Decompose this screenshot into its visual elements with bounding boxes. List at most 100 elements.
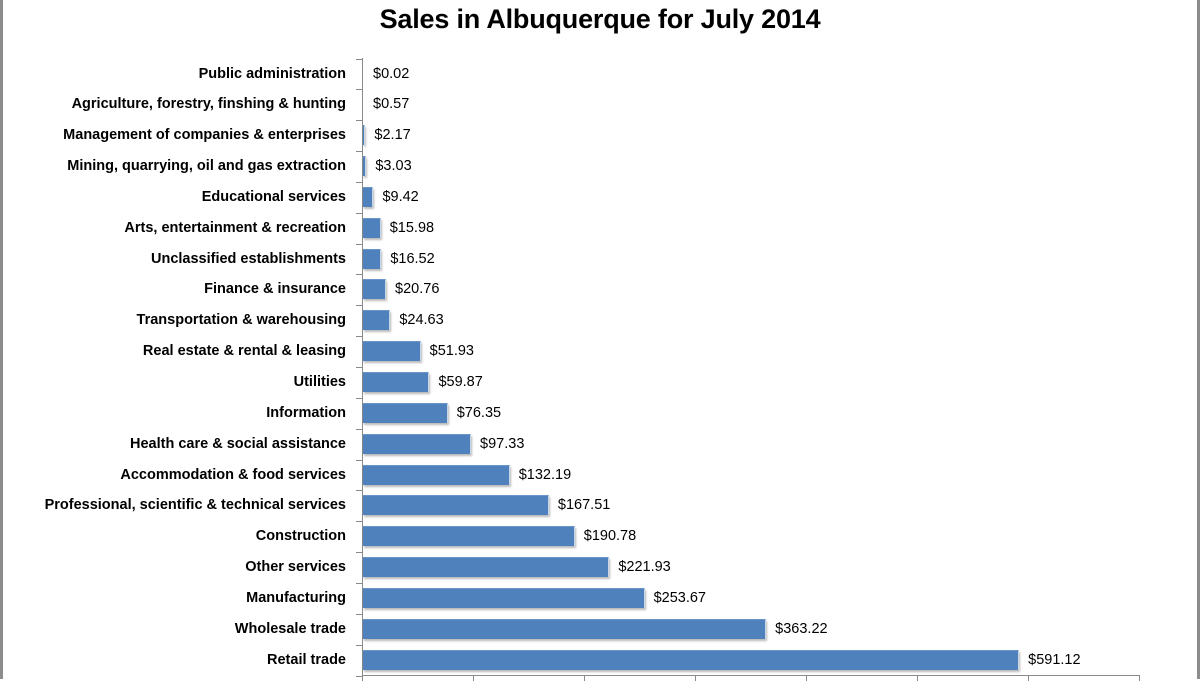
category-label: Educational services (201, 188, 346, 205)
category-label: Wholesale trade (234, 620, 346, 637)
bar-row: Wholesale trade $363.22 (0, 614, 1200, 645)
y-axis-tick (356, 274, 363, 275)
category-label: Manufacturing (246, 589, 346, 606)
bar-row: Health care & social assistance $97.33 (0, 429, 1200, 460)
category-label: Transportation & warehousing (136, 312, 346, 329)
bar-row: Transportation & warehousing $24.63 (0, 305, 1200, 336)
value-label: $59.87 (438, 374, 483, 390)
bar (363, 217, 381, 238)
bar-row: Finance & insurance $20.76 (0, 274, 1200, 305)
y-axis-tick (356, 614, 363, 615)
value-label: $24.63 (399, 312, 444, 329)
bar-row: Other services $221.93 (0, 552, 1200, 583)
y-axis-tick (356, 151, 363, 152)
bar-row: Mining, quarrying, oil and gas extractio… (0, 151, 1200, 182)
bar (363, 587, 645, 608)
category-label: Construction (255, 528, 346, 545)
bar-row: Management of companies & enterprises $2.… (0, 120, 1200, 151)
value-label: $591.12 (1028, 651, 1081, 668)
value-label: $190.78 (583, 528, 637, 545)
x-axis-tick (806, 675, 807, 681)
bar (363, 649, 1020, 670)
y-axis-tick (356, 583, 363, 584)
value-label: $97.33 (480, 435, 525, 452)
bar (363, 372, 430, 392)
bar-row: Construction $190.78 (0, 521, 1200, 552)
bar-row: Public administration $0.02 (0, 59, 1200, 90)
bar-row: Utilities $59.87 (0, 367, 1200, 398)
value-label: $9.42 (382, 188, 419, 205)
bar-row: Agriculture, forestry, finshing & huntin… (0, 89, 1200, 120)
y-axis-tick (356, 398, 363, 399)
bar (363, 433, 472, 454)
category-label: Mining, quarrying, oil and gas extractio… (67, 158, 346, 175)
category-label: Professional, scientific & technical ser… (44, 497, 346, 514)
x-axis-tick (1028, 675, 1029, 681)
category-label: Agriculture, forestry, finshing & huntin… (71, 96, 346, 113)
y-axis-tick (356, 552, 363, 553)
value-label: $76.35 (456, 404, 502, 421)
x-axis-tick (695, 675, 696, 681)
y-axis-tick (356, 676, 363, 677)
bar (363, 279, 387, 300)
category-label: Health care & social assistance (129, 435, 346, 452)
bar (363, 557, 610, 578)
bar-row: Information $76.35 (0, 398, 1200, 429)
y-axis-tick (356, 89, 363, 90)
bar (363, 125, 366, 146)
y-axis-tick (356, 120, 363, 121)
x-axis-tick (1139, 675, 1140, 681)
bar-row: Real estate & rental & leasing $51.93 (0, 336, 1200, 367)
category-label: Finance & insurance (204, 281, 346, 298)
right-frame-border (1197, 0, 1200, 679)
bar (363, 186, 374, 207)
chart-title: Sales in Albuquerque for July 2014 (379, 4, 821, 34)
value-label: $20.76 (395, 281, 440, 298)
x-axis-tick (917, 675, 918, 681)
y-axis-tick (356, 645, 363, 646)
bar-row: Professional, scientific & technical ser… (0, 490, 1200, 521)
value-label: $167.51 (557, 497, 611, 514)
bar-row: Manufacturing $253.67 (0, 583, 1200, 614)
bar (363, 341, 421, 362)
bar (363, 402, 448, 423)
y-axis-tick (356, 490, 363, 491)
bar (363, 618, 767, 639)
x-axis-tick (473, 675, 474, 681)
value-label: $2.17 (374, 127, 411, 144)
value-label: $16.52 (390, 250, 435, 267)
value-label: $132.19 (518, 466, 572, 483)
y-axis-tick (356, 521, 363, 522)
category-label: Retail trade (267, 651, 346, 668)
bar (363, 464, 510, 485)
value-label: $363.22 (775, 620, 828, 637)
bar (363, 310, 391, 331)
bar-row: Educational services $9.42 (0, 182, 1200, 213)
bar (363, 248, 382, 269)
category-label: Other services (245, 559, 346, 576)
category-label: Utilities (293, 374, 346, 390)
value-label: $253.67 (653, 589, 706, 606)
y-axis-tick (356, 244, 363, 245)
bar (363, 495, 549, 516)
y-axis-tick (356, 336, 363, 337)
category-label: Accommodation & food services (120, 466, 346, 483)
y-axis-tick (356, 59, 363, 60)
category-label: Information (266, 404, 346, 421)
left-frame-border (0, 0, 3, 679)
value-label: $51.93 (429, 343, 474, 360)
value-label: $3.03 (375, 158, 412, 175)
bar-row: Accommodation & food services $132.19 (0, 460, 1200, 491)
x-axis-tick (362, 675, 363, 681)
x-axis (362, 675, 1140, 676)
category-label: Arts, entertainment & recreation (124, 219, 346, 236)
y-axis-tick (356, 367, 363, 368)
y-axis-tick (356, 182, 363, 183)
value-label: $0.57 (373, 96, 410, 113)
y-axis-tick (356, 460, 363, 461)
value-label: $221.93 (618, 559, 671, 576)
bar (363, 526, 575, 547)
category-label: Real estate & rental & leasing (142, 343, 346, 360)
bar-row: Retail trade $591.12 (0, 645, 1200, 676)
